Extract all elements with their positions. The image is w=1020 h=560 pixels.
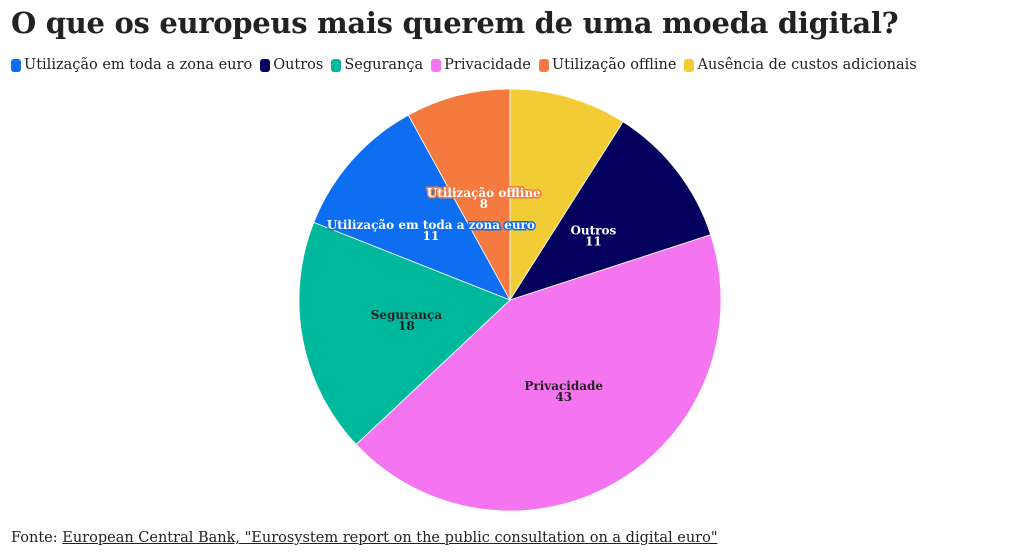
slice-value-utilizacao-em-toda-a-zona-euro: 11: [423, 229, 440, 243]
pie-slice-utilizacao-offline[interactable]: [407, 88, 511, 301]
chart-legend: Utilização em toda a zona euro Outros Se…: [11, 57, 925, 73]
legend-item-custos[interactable]: Ausência de custos adicionais: [684, 57, 917, 73]
pie-slice-seguranca[interactable]: [298, 221, 511, 446]
legend-item-seguranca[interactable]: Segurança: [331, 57, 423, 73]
slice-label-outros: Outros: [570, 223, 616, 237]
legend-item-outros[interactable]: Outros: [260, 57, 323, 73]
legend-swatch: [684, 58, 695, 72]
source-link[interactable]: European Central Bank, "Eurosystem repor…: [62, 530, 718, 546]
pie-slice-utilizacao-em-toda-a-zona-euro[interactable]: [313, 114, 511, 301]
pie-chart: Outros11Privacidade43Segurança18Utilizaç…: [298, 88, 722, 512]
legend-swatch: [260, 58, 271, 72]
legend-swatch: [11, 58, 21, 72]
slice-value-utilizacao-offline: 8: [480, 197, 488, 211]
source-note: Fonte: European Central Bank, "Eurosyste…: [11, 530, 717, 546]
legend-swatch: [538, 58, 549, 72]
legend-item-privacidade[interactable]: Privacidade: [431, 57, 531, 73]
pie-labels: Outros11Privacidade43Segurança18Utilizaç…: [325, 184, 618, 404]
legend-label: Privacidade: [444, 57, 531, 73]
legend-label: Utilização offline: [551, 57, 677, 73]
slice-label-utilizacao-offline: Utilização offline: [427, 186, 541, 200]
slice-value-seguranca: 18: [398, 319, 415, 333]
pie-slice-outros[interactable]: [509, 121, 712, 301]
chart-title: O que os europeus mais querem de uma moe…: [11, 6, 899, 40]
slice-label-privacidade: Privacidade: [524, 379, 603, 393]
source-prefix: Fonte:: [11, 530, 58, 546]
pie-slice-ausencia-de-custos-adicionais[interactable]: [509, 88, 624, 302]
legend-label: Utilização em toda a zona euro: [24, 57, 253, 73]
slice-label-utilizacao-em-toda-a-zona-euro: Utilização em toda a zona euro: [327, 218, 535, 232]
slice-value-outros: 11: [585, 234, 602, 248]
legend-swatch: [431, 58, 442, 72]
legend-item-offline[interactable]: Utilização offline: [538, 57, 677, 73]
legend-swatch: [331, 58, 342, 72]
slice-value-privacidade: 43: [555, 390, 572, 404]
legend-label: Segurança: [344, 57, 424, 73]
legend-label: Outros: [273, 57, 324, 73]
pie-slice-privacidade[interactable]: [355, 234, 722, 512]
legend-item-zona-euro[interactable]: Utilização em toda a zona euro: [11, 57, 252, 73]
slice-label-seguranca: Segurança: [371, 308, 443, 322]
legend-label: Ausência de custos adicionais: [697, 57, 917, 73]
pie-slices: [298, 88, 722, 512]
